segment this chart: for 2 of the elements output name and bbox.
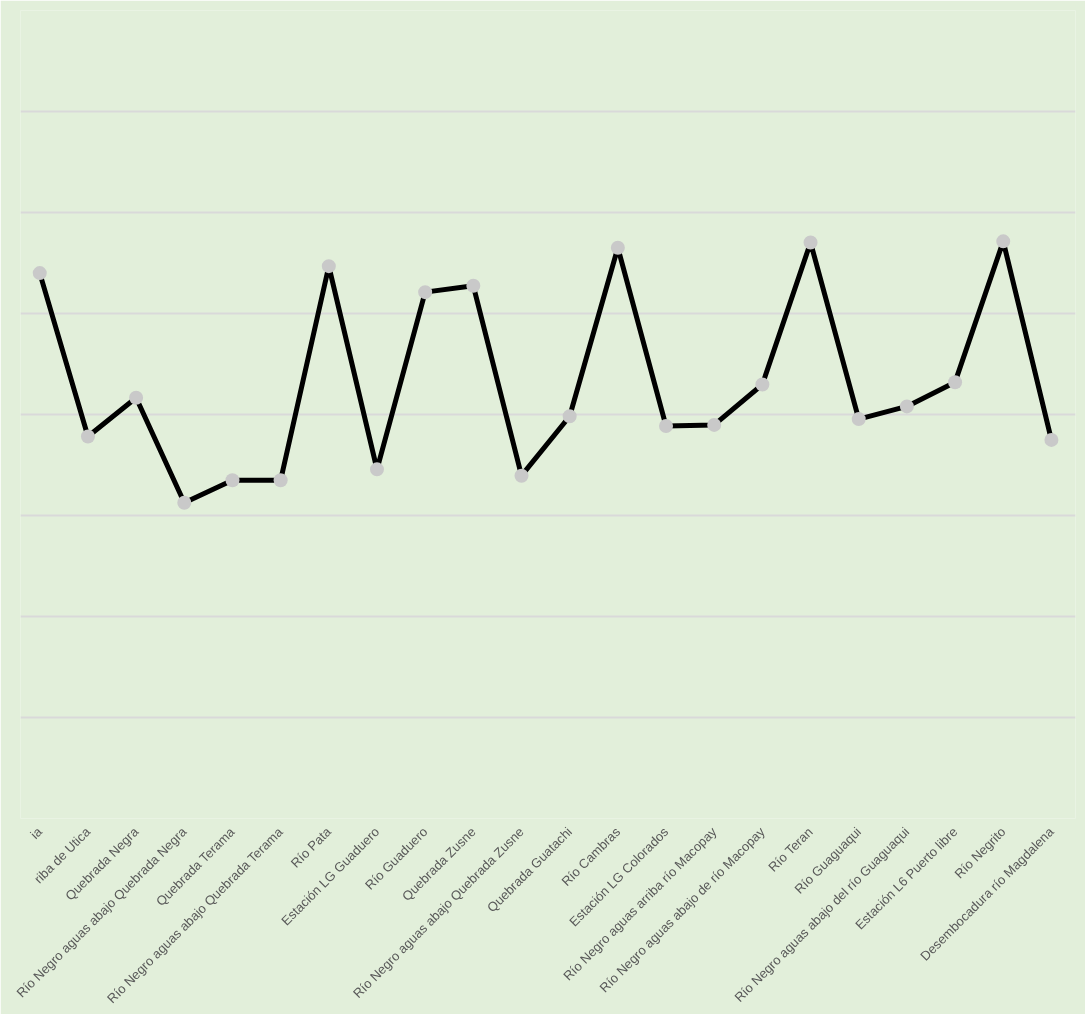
- x-tick-label: Río Pata: [287, 823, 335, 871]
- x-tick-label: ia: [27, 823, 46, 842]
